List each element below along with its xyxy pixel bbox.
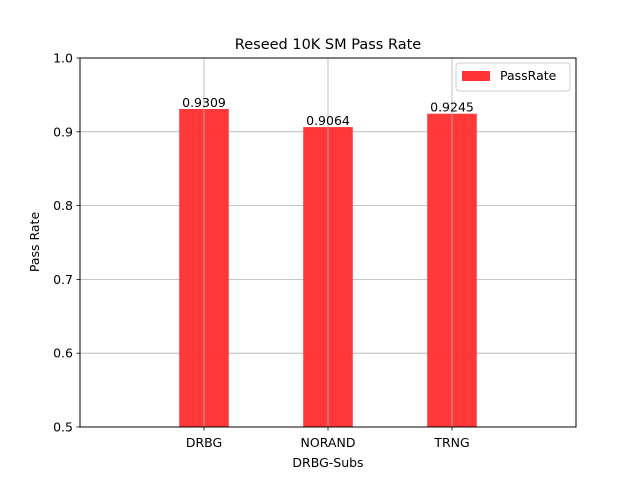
y-axis-ticks: 0.5 0.6 0.7 0.8 0.9 1.0	[53, 51, 80, 435]
y-tick-label: 1.0	[53, 51, 73, 66]
legend-box	[455, 62, 571, 92]
y-tick-label: 0.9	[53, 124, 73, 139]
data-labels: 0.9309 0.9064 0.9245	[182, 95, 474, 128]
x-axis-label: DRBG-Subs	[292, 455, 363, 470]
legend: PassRate	[455, 62, 571, 92]
legend-label: PassRate	[500, 68, 557, 83]
x-tick-label: DRBG	[186, 435, 222, 450]
bars	[179, 58, 477, 428]
x-tick-label: TRNG	[433, 435, 469, 450]
y-axis-label: Pass Rate	[27, 212, 42, 273]
x-tick-label: NORAND	[301, 435, 356, 450]
bar-value-label: 0.9309	[182, 95, 226, 110]
chart-title: Reseed 10K SM Pass Rate	[235, 37, 421, 53]
y-tick-label: 0.7	[53, 272, 73, 287]
y-tick-label: 0.6	[53, 346, 73, 361]
legend-swatch	[462, 71, 490, 81]
bar-value-label: 0.9064	[306, 113, 350, 128]
bar-value-label: 0.9245	[430, 100, 474, 115]
y-tick-label: 0.5	[53, 420, 73, 435]
y-tick-label: 0.8	[53, 198, 73, 213]
x-axis-ticks: DRBG NORAND TRNG	[186, 427, 470, 450]
